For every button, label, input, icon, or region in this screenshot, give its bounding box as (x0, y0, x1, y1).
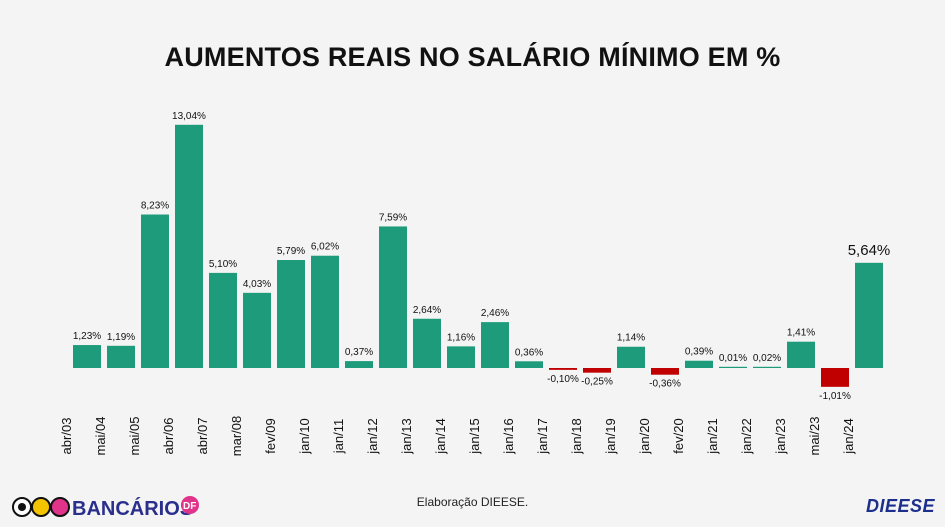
x-tick-jan-14: jan/14 (433, 418, 448, 454)
value-label-jan-24: 5,64% (848, 242, 891, 259)
x-tick-jan-19: jan/19 (603, 418, 618, 454)
bar-jan-17 (549, 368, 577, 370)
bar-jan-18 (583, 368, 611, 373)
bar-fev-09 (277, 260, 305, 368)
value-label-mai-23: -1,01% (819, 391, 851, 402)
x-tick-abr-03: abr/03 (59, 418, 74, 455)
x-tick-jan-21: jan/21 (705, 418, 720, 454)
bar-fev-20 (685, 360, 713, 368)
x-tick-jan-23: jan/23 (773, 418, 788, 454)
bar-jan-22 (753, 366, 781, 368)
logo-left-badge: DF (183, 501, 196, 512)
bar-jan-23 (787, 341, 815, 368)
bar-abr-06 (175, 124, 203, 368)
x-tick-jan-22: jan/22 (739, 418, 754, 454)
bar-abr-07 (209, 272, 237, 368)
bar-abr-03 (73, 345, 101, 368)
x-tick-jan-20: jan/20 (637, 418, 652, 454)
value-label-jan-19: 1,14% (617, 333, 645, 344)
x-tick-jan-13: jan/13 (399, 418, 414, 454)
x-tick-mai-05: mai/05 (127, 416, 142, 455)
bar-jan-19 (617, 346, 645, 368)
x-tick-jan-11: jan/11 (331, 419, 346, 454)
bar-mar-08 (243, 292, 271, 368)
bar-mai-04 (107, 345, 135, 368)
value-label-abr-03: 1,23% (73, 331, 101, 342)
value-label-jan-15: 2,46% (481, 308, 509, 319)
chart-title: AUMENTOS REAIS NO SALÁRIO MÍNIMO EM % (164, 42, 781, 72)
x-tick-mai-23: mai/23 (807, 416, 822, 455)
value-label-jan-22: 0,02% (753, 353, 781, 364)
value-label-abr-07: 5,10% (209, 259, 237, 270)
value-label-jan-18: -0,25% (581, 377, 613, 388)
value-label-fev-20: 0,39% (685, 347, 713, 358)
x-tick-jan-18: jan/18 (569, 418, 584, 454)
bar-jan-20 (651, 368, 679, 375)
x-tick-jan-12: jan/12 (365, 418, 380, 454)
value-label-mai-05: 8,23% (141, 201, 169, 212)
x-tick-fev-09: fev/09 (263, 418, 278, 453)
value-label-mar-08: 4,03% (243, 279, 271, 290)
logo-left-text: BANCÁRIOS (72, 497, 193, 520)
x-tick-mar-08: mar/08 (229, 416, 244, 456)
value-label-jan-11: 0,37% (345, 347, 373, 358)
x-tick-jan-17: jan/17 (535, 418, 550, 454)
bar-jan-13 (413, 318, 441, 368)
x-tick-mai-04: mai/04 (93, 416, 108, 455)
bar-jan-11 (345, 361, 373, 368)
x-tick-abr-06: abr/06 (161, 418, 176, 455)
value-label-fev-09: 5,79% (277, 246, 305, 257)
value-label-jan-14: 1,16% (447, 332, 475, 343)
bar-jan-12 (379, 226, 407, 368)
x-tick-abr-07: abr/07 (195, 418, 210, 455)
x-tick-fev-20: fev/20 (671, 418, 686, 453)
value-label-abr-06: 13,04% (172, 111, 206, 122)
value-label-jan-10: 6,02% (311, 242, 339, 253)
value-label-jan-23: 1,41% (787, 328, 815, 339)
bar-jan-10 (311, 255, 339, 368)
bar-jan-14 (447, 346, 475, 368)
bancarios-logo: BANCÁRIOS DF (12, 496, 199, 520)
value-label-jan-21: 0,01% (719, 353, 747, 364)
x-tick-jan-24: jan/24 (841, 418, 856, 454)
bar-jan-21 (719, 366, 747, 368)
x-tick-jan-16: jan/16 (501, 418, 516, 454)
bar-jan-15 (481, 322, 509, 368)
value-label-jan-16: 0,36% (515, 347, 543, 358)
bar-mai-05 (141, 214, 169, 368)
bar-jan-24 (855, 262, 883, 368)
bar-jan-16 (515, 361, 543, 368)
bar-mai-23 (821, 368, 849, 387)
value-label-jan-13: 2,64% (413, 305, 441, 316)
value-label-jan-20: -0,36% (649, 379, 681, 390)
dieese-logo: DIEESE (865, 496, 935, 516)
value-label-jan-12: 7,59% (379, 212, 407, 223)
value-label-jan-17: -0,10% (547, 374, 579, 385)
x-tick-jan-10: jan/10 (297, 418, 312, 454)
credit-text: Elaboração DIEESE. (416, 495, 529, 509)
x-tick-jan-15: jan/15 (467, 418, 482, 454)
value-label-mai-04: 1,19% (107, 332, 135, 343)
